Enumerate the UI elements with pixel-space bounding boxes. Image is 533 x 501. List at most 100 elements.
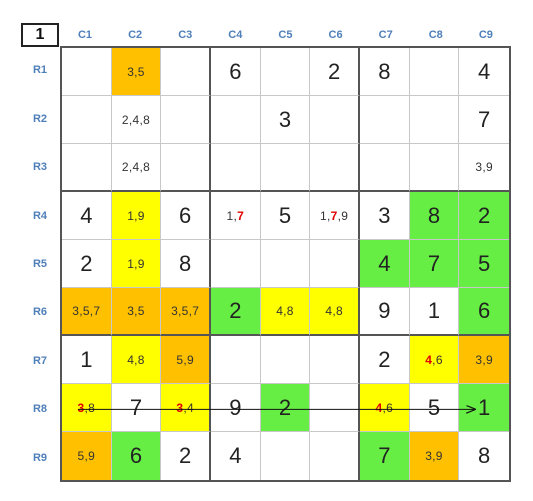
candidate: 1 bbox=[320, 208, 328, 223]
cell-r8c4[interactable]: 9 bbox=[211, 384, 261, 432]
given-digit: 6 bbox=[478, 298, 491, 323]
cell-r5c7[interactable]: 4 bbox=[360, 240, 410, 288]
cell-r4c4[interactable]: 1,7 bbox=[211, 192, 261, 240]
cell-r1c2[interactable]: 3,5 bbox=[111, 48, 162, 96]
candidate: 4 bbox=[186, 400, 194, 415]
column-label: C9 bbox=[478, 29, 493, 41]
cell-r9c3[interactable]: 2 bbox=[161, 432, 211, 480]
given-digit: 6 bbox=[129, 443, 143, 468]
cell-r8c5[interactable]: 2 bbox=[260, 384, 311, 432]
highlighted-candidate: 4 bbox=[375, 400, 383, 415]
cell-r8c3[interactable]: 3,4 bbox=[161, 384, 211, 432]
cell-r2c2[interactable]: 2,4,8 bbox=[111, 96, 162, 144]
cell-r3c1[interactable] bbox=[62, 144, 112, 192]
given-digit: 1 bbox=[427, 298, 441, 323]
cell-r1c6[interactable]: 2 bbox=[310, 48, 360, 96]
given-digit: 7 bbox=[427, 250, 441, 276]
cell-r7c8[interactable]: 4,6 bbox=[409, 336, 460, 384]
cell-r4c7[interactable]: 3 bbox=[360, 192, 410, 240]
cell-r7c6[interactable] bbox=[310, 336, 360, 384]
cell-r4c9[interactable]: 2 bbox=[459, 192, 509, 240]
cell-r6c2[interactable]: 3,5 bbox=[111, 288, 162, 336]
cell-r8c2[interactable]: 7 bbox=[111, 384, 162, 432]
cell-r7c4[interactable] bbox=[211, 336, 261, 384]
cell-r8c9[interactable]: 1 bbox=[459, 384, 509, 432]
cell-r5c5[interactable] bbox=[260, 240, 311, 288]
cell-r3c8[interactable] bbox=[409, 144, 460, 192]
candidate-list: 3,8 bbox=[77, 400, 96, 415]
cell-r7c1[interactable]: 1 bbox=[62, 336, 112, 384]
cell-r6c5[interactable]: 4,8 bbox=[260, 288, 311, 336]
cell-r1c7[interactable]: 8 bbox=[360, 48, 410, 96]
cell-r7c7[interactable]: 2 bbox=[360, 336, 410, 384]
cell-r7c9[interactable]: 3,9 bbox=[459, 336, 509, 384]
cell-r6c3[interactable]: 3,5,7 bbox=[161, 288, 211, 336]
cell-r7c3[interactable]: 5,9 bbox=[161, 336, 211, 384]
cell-r8c1[interactable]: 3,8 bbox=[62, 384, 112, 432]
cell-r6c9[interactable]: 6 bbox=[459, 288, 509, 336]
cell-r7c5[interactable] bbox=[260, 336, 311, 384]
cell-r1c9[interactable]: 4 bbox=[459, 48, 509, 96]
cell-r7c2[interactable]: 4,8 bbox=[111, 336, 162, 384]
cell-r2c8[interactable] bbox=[409, 96, 460, 144]
cell-r3c5[interactable] bbox=[260, 144, 311, 192]
given-digit: 4 bbox=[478, 58, 491, 84]
cell-r2c3[interactable] bbox=[161, 96, 211, 144]
cell-r1c4[interactable]: 6 bbox=[211, 48, 261, 96]
cell-r8c6[interactable] bbox=[310, 384, 360, 432]
given-digit: 8 bbox=[478, 443, 491, 468]
cell-r1c1[interactable] bbox=[62, 48, 112, 96]
cell-r6c8[interactable]: 1 bbox=[409, 288, 460, 336]
cell-r2c9[interactable]: 7 bbox=[459, 96, 509, 144]
cell-r2c4[interactable] bbox=[211, 96, 261, 144]
column-label: C6 bbox=[328, 29, 343, 41]
cell-r5c1[interactable]: 2 bbox=[62, 240, 112, 288]
cell-r2c6[interactable] bbox=[310, 96, 360, 144]
cell-r9c6[interactable] bbox=[310, 432, 360, 480]
cell-r8c8[interactable]: 5 bbox=[409, 384, 460, 432]
cell-r4c2[interactable]: 1,9 bbox=[111, 192, 162, 240]
cell-r3c4[interactable] bbox=[211, 144, 261, 192]
cell-r9c1[interactable]: 5,9 bbox=[62, 432, 112, 480]
cell-r9c8[interactable]: 3,9 bbox=[409, 432, 460, 480]
cell-r4c1[interactable]: 4 bbox=[62, 192, 112, 240]
highlighted-candidate: 7 bbox=[237, 208, 245, 223]
candidate: 1 bbox=[226, 208, 234, 223]
cell-r6c1[interactable]: 3,5,7 bbox=[62, 288, 112, 336]
cell-r2c7[interactable] bbox=[360, 96, 410, 144]
cell-r9c7[interactable]: 7 bbox=[360, 432, 410, 480]
cell-r6c4[interactable]: 2 bbox=[211, 288, 261, 336]
cell-r6c7[interactable]: 9 bbox=[360, 288, 410, 336]
cell-r4c5[interactable]: 5 bbox=[260, 192, 311, 240]
row-label: R9 bbox=[32, 451, 48, 464]
candidate-list: 1,9 bbox=[127, 256, 145, 271]
cell-r1c3[interactable] bbox=[161, 48, 211, 96]
cell-r5c6[interactable] bbox=[310, 240, 360, 288]
cell-r2c5[interactable]: 3 bbox=[260, 96, 311, 144]
cell-r4c3[interactable]: 6 bbox=[161, 192, 211, 240]
cell-r6c6[interactable]: 4,8 bbox=[310, 288, 360, 336]
cell-r5c4[interactable] bbox=[211, 240, 261, 288]
cell-r3c2[interactable]: 2,4,8 bbox=[111, 144, 162, 192]
cell-r1c8[interactable] bbox=[409, 48, 460, 96]
cell-r9c4[interactable]: 4 bbox=[211, 432, 261, 480]
candidate-list: 2,4,8 bbox=[121, 112, 151, 127]
cell-r9c5[interactable] bbox=[260, 432, 311, 480]
cell-r4c8[interactable]: 8 bbox=[409, 192, 460, 240]
candidate-list: 2,4,8 bbox=[121, 160, 151, 174]
cell-r2c1[interactable] bbox=[62, 96, 112, 144]
cell-r4c6[interactable]: 1,7,9 bbox=[310, 192, 360, 240]
cell-r5c3[interactable]: 8 bbox=[161, 240, 211, 288]
cell-r3c7[interactable] bbox=[360, 144, 410, 192]
cell-r5c9[interactable]: 5 bbox=[459, 240, 509, 288]
cell-r3c3[interactable] bbox=[161, 144, 211, 192]
cell-r5c8[interactable]: 7 bbox=[409, 240, 460, 288]
cell-r9c2[interactable]: 6 bbox=[111, 432, 162, 480]
cell-r5c2[interactable]: 1,9 bbox=[111, 240, 162, 288]
cell-r9c9[interactable]: 8 bbox=[459, 432, 509, 480]
cell-r3c6[interactable] bbox=[310, 144, 360, 192]
cell-r1c5[interactable] bbox=[260, 48, 311, 96]
cell-r3c9[interactable]: 3,9 bbox=[459, 144, 509, 192]
cell-r8c7[interactable]: 4,6 bbox=[360, 384, 410, 432]
row-label: R2 bbox=[32, 112, 48, 125]
